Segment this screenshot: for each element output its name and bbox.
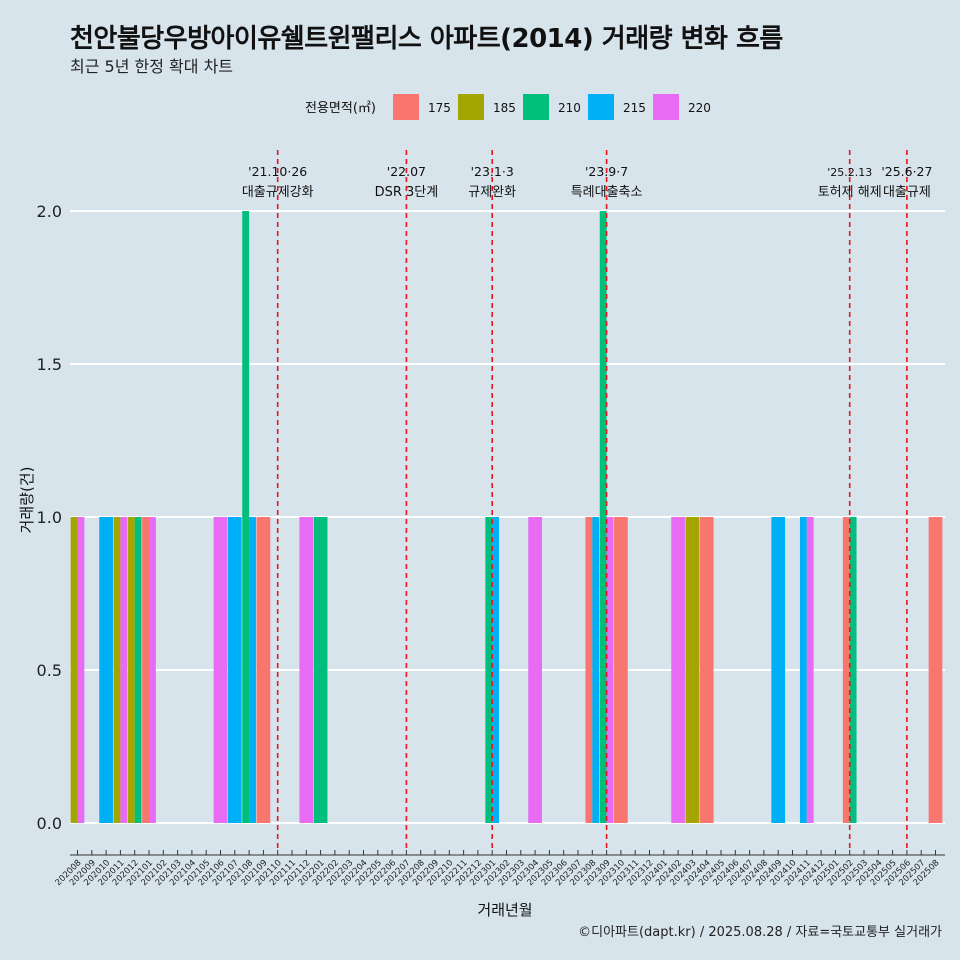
bar-220-202309 [606, 517, 614, 823]
bar-175-202502 [842, 517, 850, 823]
legend-swatch-220 [653, 94, 679, 120]
y-tick-label: 0.0 [37, 814, 62, 833]
bar-220-202402 [671, 517, 685, 823]
bar-210-202201 [313, 517, 328, 823]
legend-swatch-210 [523, 94, 549, 120]
bar-175-202508 [928, 517, 943, 823]
legend-label-215: 215 [623, 101, 646, 115]
legend-label-185: 185 [493, 101, 516, 115]
event-date: '23.1·3 [471, 164, 514, 179]
event-date: '22.07 [387, 164, 426, 179]
bar-220-202411 [806, 517, 814, 823]
legend-swatch-175 [393, 94, 419, 120]
bar-220-202008 [77, 517, 85, 823]
bar-210-202108 [242, 211, 250, 823]
x-axis-title: 거래년월 [477, 901, 532, 919]
y-tick-label: 1.5 [37, 355, 62, 374]
legend-swatch-215 [588, 94, 614, 120]
bar-185-202011 [113, 517, 121, 823]
bar-175-202310 [614, 517, 628, 823]
legend-label-220: 220 [688, 101, 711, 115]
bar-210-202012 [134, 517, 142, 823]
y-axis-title: 거래량(건) [18, 467, 36, 534]
event-label: 특례대출축소 [571, 185, 643, 200]
bar-215-202308 [592, 517, 600, 823]
bar-185-202012 [127, 517, 135, 823]
event-date: '21.10·26 [248, 164, 307, 179]
y-tick-label: 2.0 [37, 202, 62, 221]
bar-220-202106 [213, 517, 228, 823]
event-label: 토허제 해제 [818, 185, 882, 200]
bar-210-202301 [485, 517, 493, 823]
event-date: '25.6·27 [881, 164, 932, 179]
bar-175-202101 [142, 517, 149, 823]
bar-220-202112 [299, 517, 314, 823]
source-caption: ©디아파트(dapt.kr) / 2025.08.28 / 자료=국토교통부 실… [578, 925, 942, 940]
y-tick-label: 0.5 [37, 661, 62, 680]
event-label: DSR 3단계 [375, 185, 439, 200]
bar-220-202304 [528, 517, 542, 823]
bar-215-202409 [771, 517, 786, 823]
bar-175-202109 [256, 517, 271, 823]
event-label: 규제완화 [468, 185, 516, 200]
bar-215-202108 [249, 517, 256, 823]
bar-175-202404 [699, 517, 714, 823]
legend-title: 전용면적(㎡) [305, 101, 376, 116]
bar-220-202011 [120, 517, 128, 823]
page-subtitle: 최근 5년 한정 확대 차트 [70, 57, 234, 76]
legend-swatch-185 [458, 94, 484, 120]
bar-210-202309 [599, 211, 607, 823]
bar-175-202308 [585, 517, 593, 823]
bar-210-202502 [849, 517, 857, 823]
page-title: 천안불당우방아이유쉘트윈팰리스 아파트(2014) 거래량 변화 흐름 [70, 24, 783, 54]
bar-185-202403 [685, 517, 700, 823]
event-date: '23.9·7 [585, 164, 628, 179]
bar-220-202101 [149, 517, 156, 823]
legend-label-210: 210 [558, 101, 581, 115]
bar-215-202010 [99, 517, 113, 823]
legend-label-175: 175 [428, 101, 451, 115]
bar-215-202301 [492, 517, 500, 823]
bar-215-202411 [799, 517, 807, 823]
event-date: '25.2.13 [827, 166, 872, 179]
bar-215-202107 [227, 517, 242, 823]
y-tick-label: 1.0 [37, 508, 62, 527]
event-label: 대출규제강화 [242, 185, 314, 200]
event-label: 대출규제 [883, 185, 931, 200]
bar-185-202008 [70, 517, 78, 823]
